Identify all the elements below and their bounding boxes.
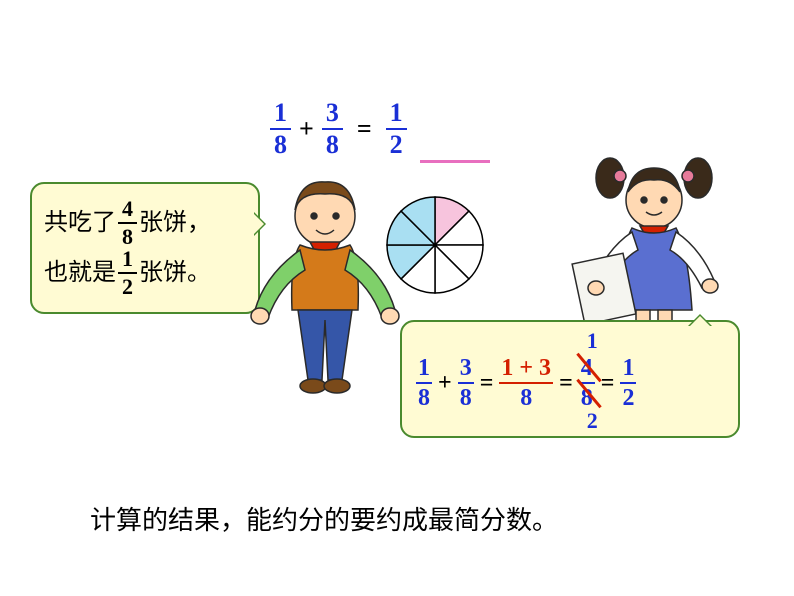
fraction-3-8: 3 8	[458, 356, 474, 410]
equals-sign: =	[480, 370, 494, 397]
fraction-1-2: 1 2	[386, 100, 407, 158]
bubble1-line1: 共吃了 4 8 张饼，	[44, 198, 246, 248]
plus-sign: +	[438, 370, 452, 397]
text: 共吃了	[44, 199, 116, 247]
cancel-annotation-top: 1	[587, 328, 598, 354]
pie-chart	[380, 190, 490, 300]
fraction-1-2: 1 2	[620, 356, 636, 410]
boy-illustration	[250, 170, 400, 400]
text: 也就是	[44, 249, 116, 297]
fraction-1plus3-8: 1 + 3 8	[499, 356, 553, 410]
fraction-1-8: 1 8	[270, 100, 291, 158]
speech-bubble-right: 1 8 + 3 8 = 1 + 3 8 = 4 8 1 2 = 1 2	[400, 320, 740, 438]
fraction-4-8: 4 8	[118, 198, 137, 248]
bubble1-line2: 也就是 1 2 张饼。	[44, 248, 246, 298]
fraction-1-8: 1 8	[416, 356, 432, 410]
conclusion-text: 计算的结果，能约分的要约成最简分数。	[90, 500, 558, 537]
cancel-annotation-bottom: 2	[587, 408, 598, 434]
plus-sign: +	[299, 114, 314, 144]
fraction-3-8: 3 8	[322, 100, 343, 158]
text: 张饼。	[139, 249, 211, 297]
equals-sign: =	[601, 370, 615, 397]
result-underline	[420, 160, 490, 163]
speech-bubble-left: 共吃了 4 8 张饼， 也就是 1 2 张饼。	[30, 182, 260, 314]
equals-sign: =	[559, 370, 573, 397]
worked-equation: 1 8 + 3 8 = 1 + 3 8 = 4 8 1 2 = 1 2	[416, 356, 636, 410]
top-equation: 1 8 + 3 8 = 1 2	[270, 100, 407, 158]
text: 张饼，	[139, 199, 211, 247]
cancelled-fraction: 4 8 1 2	[579, 356, 595, 410]
fraction-1-2: 1 2	[118, 248, 137, 298]
equals-sign: =	[357, 114, 372, 144]
